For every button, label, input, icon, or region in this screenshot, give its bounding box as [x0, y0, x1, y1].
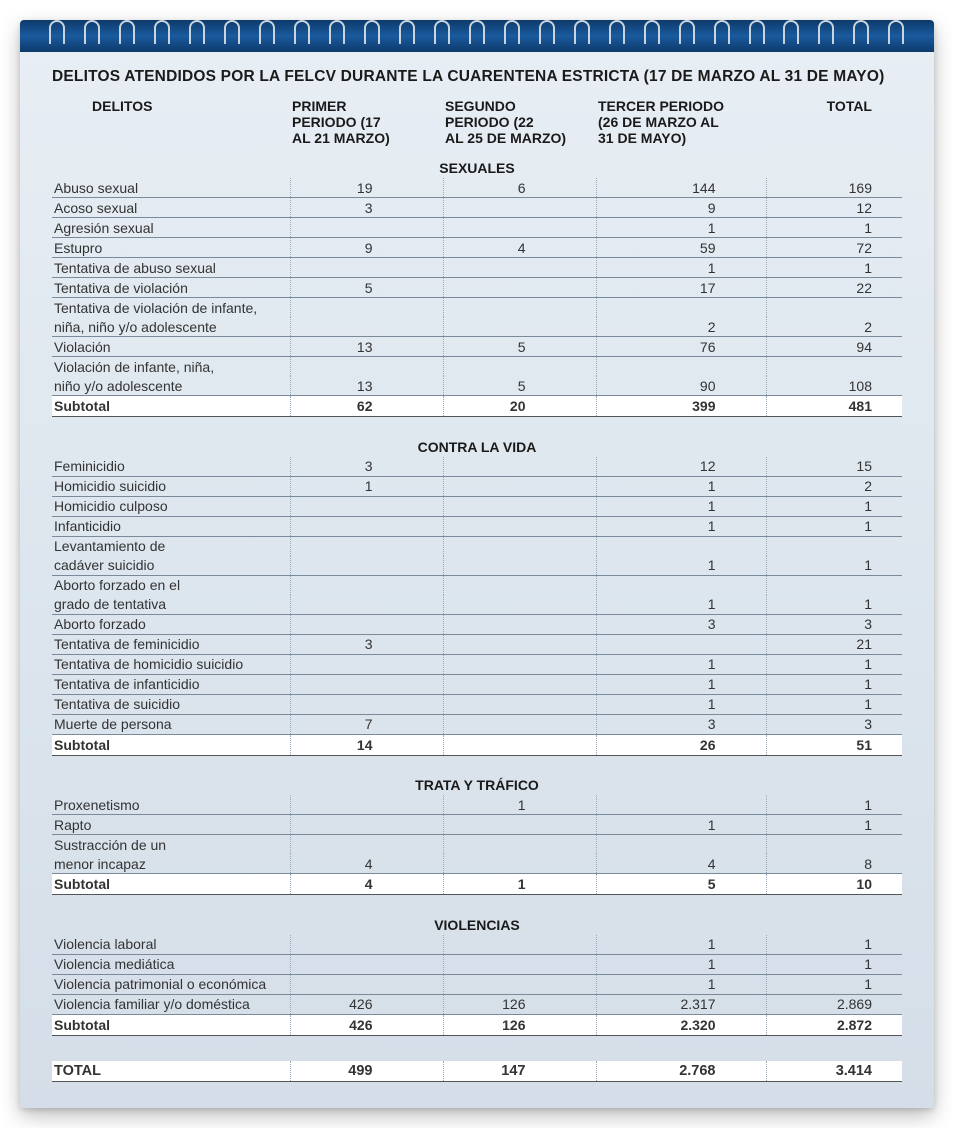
table-row: Tentativa de homicidio suicidio11	[52, 654, 902, 674]
table-row: Agresión sexual11	[52, 218, 902, 238]
spiral-ring	[853, 20, 869, 44]
table-row: Feminicidio31215	[52, 457, 902, 477]
notepad-container: DELITOS ATENDIDOS POR LA FELCV DURANTE L…	[20, 20, 934, 1108]
spiral-ring	[329, 20, 345, 44]
table-row: Violencia laboral11	[52, 935, 902, 955]
table-row: Aborto forzado en el	[52, 575, 902, 595]
spiral-ring	[119, 20, 135, 44]
spiral-ring	[259, 20, 275, 44]
table-row: Violencia patrimonial o económica11	[52, 974, 902, 994]
subtotal-row: Subtotal4261262.3202.872	[52, 1014, 902, 1035]
table-row: Tentativa de violación de infante,	[52, 298, 902, 318]
spiral-ring	[189, 20, 205, 44]
table-row: Violencia familiar y/o doméstica4261262.…	[52, 994, 902, 1014]
subtotal-row: Subtotal142651	[52, 734, 902, 755]
col-header-period3: TERCER PERIODO(26 DE MARZO AL31 DE MAYO)	[596, 96, 766, 156]
spacer-row	[52, 417, 902, 435]
table-row: Estupro945972	[52, 238, 902, 258]
spiral-ring	[364, 20, 380, 44]
table-row: Tentativa de violación51722	[52, 278, 902, 298]
table-row: Violación de infante, niña,	[52, 357, 902, 377]
spiral-ring	[84, 20, 100, 44]
table-row: cadáver suicidio11	[52, 556, 902, 576]
spiral-ring	[399, 20, 415, 44]
section-header: TRATA Y TRÁFICO	[52, 773, 902, 795]
table-row: Tentativa de suicidio11	[52, 694, 902, 714]
table-row: Violación1357694	[52, 337, 902, 357]
table-row: Aborto forzado33	[52, 614, 902, 634]
spiral-ring	[818, 20, 834, 44]
table-row: Homicidio culposo11	[52, 496, 902, 516]
table-row: Tentativa de feminicidio321	[52, 634, 902, 654]
spiral-ring	[469, 20, 485, 44]
table-row: Sustracción de un	[52, 835, 902, 855]
table-row: Violencia mediática11	[52, 954, 902, 974]
spiral-ring	[49, 20, 65, 44]
table-row: Muerte de persona733	[52, 714, 902, 734]
spacer-row	[52, 1035, 902, 1053]
spiral-ring	[434, 20, 450, 44]
col-header-period2: SEGUNDOPERIODO (22AL 25 DE MARZO)	[443, 96, 596, 156]
col-header-delitos: DELITOS	[52, 96, 290, 156]
table-row: Proxenetismo11	[52, 795, 902, 815]
spiral-ring	[539, 20, 555, 44]
spiral-ring	[714, 20, 730, 44]
table-row: Infanticidio11	[52, 516, 902, 536]
spiral-ring	[609, 20, 625, 44]
spiral-ring	[749, 20, 765, 44]
spiral-ring	[504, 20, 520, 44]
spiral-ring	[224, 20, 240, 44]
table-row: niña, niño y/o adolescente22	[52, 317, 902, 337]
page-content: DELITOS ATENDIDOS POR LA FELCV DURANTE L…	[20, 52, 934, 1090]
spiral-binding	[20, 20, 934, 52]
spacer-row	[52, 895, 902, 913]
table-row: menor incapaz448	[52, 854, 902, 874]
spacer-row	[52, 755, 902, 773]
page-title: DELITOS ATENDIDOS POR LA FELCV DURANTE L…	[52, 68, 902, 86]
subtotal-row: Subtotal41510	[52, 874, 902, 895]
table-row: Tentativa de abuso sexual11	[52, 258, 902, 278]
spiral-ring	[783, 20, 799, 44]
grand-total-row: TOTAL4991472.7683.414	[52, 1061, 902, 1082]
section-header: VIOLENCIAS	[52, 913, 902, 935]
spiral-ring	[574, 20, 590, 44]
spiral-ring	[888, 20, 904, 44]
spiral-ring	[154, 20, 170, 44]
spiral-ring	[644, 20, 660, 44]
crimes-table: DELITOS PRIMERPERIODO (17AL 21 MARZO) SE…	[52, 96, 902, 1082]
subtotal-row: Subtotal6220399481	[52, 396, 902, 417]
table-row: Acoso sexual3912	[52, 198, 902, 218]
table-row: grado de tentativa11	[52, 595, 902, 615]
table-row: Rapto11	[52, 815, 902, 835]
table-row: Homicidio suicidio112	[52, 476, 902, 496]
spacer-row	[52, 1053, 902, 1061]
section-header: CONTRA LA VIDA	[52, 435, 902, 457]
table-row: Levantamiento de	[52, 536, 902, 556]
table-header-row: DELITOS PRIMERPERIODO (17AL 21 MARZO) SE…	[52, 96, 902, 156]
table-row: Tentativa de infanticidio11	[52, 674, 902, 694]
table-row: Abuso sexual196144169	[52, 178, 902, 198]
col-header-period1: PRIMERPERIODO (17AL 21 MARZO)	[290, 96, 443, 156]
table-row: niño y/o adolescente13590108	[52, 376, 902, 396]
col-header-total: TOTAL	[766, 96, 902, 156]
spiral-ring	[294, 20, 310, 44]
spiral-ring	[679, 20, 695, 44]
section-header: SEXUALES	[52, 156, 902, 178]
